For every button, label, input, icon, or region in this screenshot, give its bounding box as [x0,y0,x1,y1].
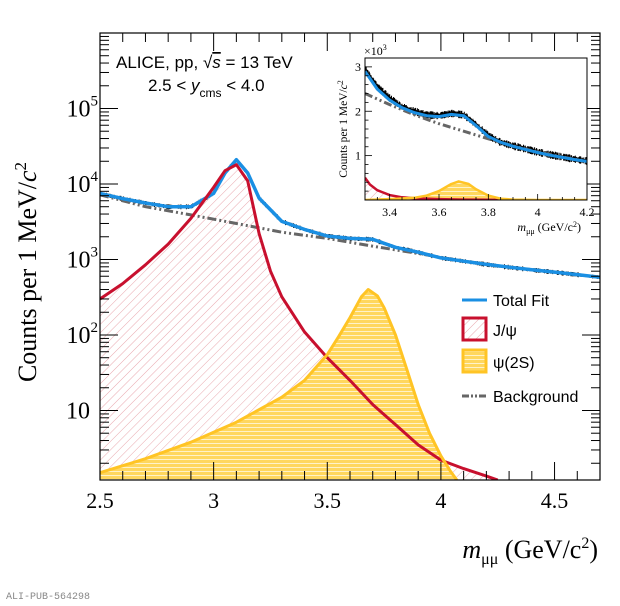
y-tick-label: 102 [67,320,99,349]
inset-x-tick-label: 3.6 [432,205,447,219]
jpsi-curve [100,163,499,480]
legend-box-jpsi [461,316,488,342]
legend-entry-background: Background [462,389,578,406]
psi2s-fill [100,289,457,480]
jpsi-fill [100,164,498,480]
inset-background [365,58,587,200]
y-tick-label: 105 [67,93,99,122]
y-tick-label: 10 [66,398,90,424]
legend-label-background: Background [493,389,578,406]
inset-x-axis-label: mμμ (GeV/c2) [517,220,581,236]
x-tick-label: 3 [208,488,219,513]
inset-y-axis-label: Counts per 1 MeV/c2 [336,80,350,178]
main-x-axis-label: mμμ (GeV/c2) [462,535,598,568]
main-plot-area: 2.5 3 3.5 4 4.5 10 102 103 104 105 [66,32,601,513]
legend-label-total-fit: Total Fit [493,293,550,310]
x-tick-label: 2.5 [86,488,114,513]
y-tick-label: 103 [67,244,99,273]
inset-x-tick-label: 3.8 [481,205,496,219]
legend-label-psi2s: ψ(2S) [493,355,535,372]
main-y-axis-label: Counts per 1 MeV/c2 [11,162,42,382]
psi2s-curve [100,288,459,480]
legend-label-jpsi: J/ψ [493,323,517,340]
inset-y-tick-label: 3 [355,60,361,74]
x-tick-label: 4 [435,488,446,513]
annotation-line2: 2.5 < ycms < 4.0 [148,76,265,100]
inset-x-tick-label: 4.2 [580,205,595,219]
publication-id: ALI-PUB-564298 [6,592,90,603]
inset-x-tick-label: 4 [535,205,541,219]
inset-x-tick-label: 3.4 [382,205,397,219]
x-tick-label: 4.5 [541,488,569,513]
inset-multiplier: ×103 [364,43,387,58]
legend: Total Fit J/ψ ψ(2S) Background [461,293,578,406]
legend-entry-jpsi: J/ψ [461,316,517,342]
legend-entry-total-fit: Total Fit [462,293,550,310]
inset-jpsi-fill [365,177,513,200]
x-tick-label: 3.5 [314,488,342,513]
inset-y-tick-label: 2 [355,104,361,118]
inset-psi2s-curve [365,180,587,200]
legend-box-psi2s [461,348,488,374]
y-tick-label: 104 [67,169,99,198]
inset-y-tick-label: 1 [355,149,361,163]
annotation-line1: ALICE, pp, √s = 13 TeV [116,53,293,72]
inset-total-fit-curve [365,70,587,163]
experiment-annotation: ALICE, pp, √s = 13 TeV 2.5 < ycms < 4.0 [116,53,293,100]
inset-plot-area: 3.4 3.6 3.8 4 4.2 1 2 3 ×103 Counts per 1 MeV/… [336,43,595,236]
legend-entry-psi2s: ψ(2S) [461,348,535,374]
total-fit-curve [100,157,600,280]
